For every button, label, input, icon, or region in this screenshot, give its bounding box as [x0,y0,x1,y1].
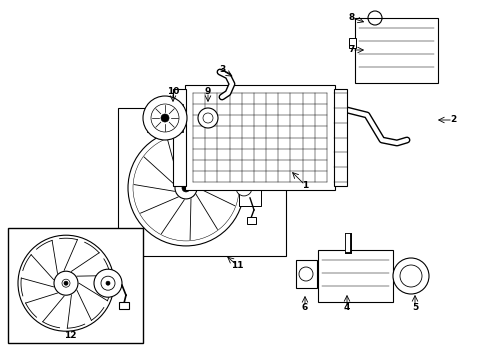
Bar [8,228,143,343]
Circle shape [143,96,187,140]
Text: 8: 8 [349,13,355,22]
Text: 5: 5 [412,302,418,311]
Bar [247,217,256,224]
Text: 9: 9 [205,87,211,96]
Text: 7: 7 [349,45,355,54]
Circle shape [101,276,115,290]
Bar [239,170,261,206]
Bar [296,260,317,288]
Text: 3: 3 [219,66,225,75]
Circle shape [64,281,68,285]
Circle shape [106,281,110,285]
Text: 11: 11 [231,261,243,270]
Circle shape [151,104,179,132]
Circle shape [299,267,313,281]
Bar [185,85,335,190]
Circle shape [198,108,218,128]
Circle shape [161,114,169,122]
Bar [349,38,356,48]
Text: 6: 6 [302,302,308,311]
Circle shape [203,113,213,123]
Text: 1: 1 [302,180,308,189]
Circle shape [236,180,252,196]
Circle shape [18,235,114,331]
Text: 2: 2 [450,116,456,125]
Bar [118,108,286,256]
Circle shape [54,271,78,295]
Circle shape [182,184,190,192]
Circle shape [400,265,422,287]
Text: 10: 10 [167,87,179,96]
Circle shape [128,130,244,246]
Text: 4: 4 [344,302,350,311]
Bar [147,104,183,132]
Bar [334,89,347,186]
Text: 12: 12 [64,330,76,339]
Bar [318,250,393,302]
Bar [173,89,186,186]
Circle shape [94,269,122,297]
Circle shape [368,11,382,25]
Bar [119,302,129,309]
Circle shape [62,279,70,287]
Circle shape [175,177,197,199]
Bar [355,18,438,83]
Circle shape [393,258,429,294]
